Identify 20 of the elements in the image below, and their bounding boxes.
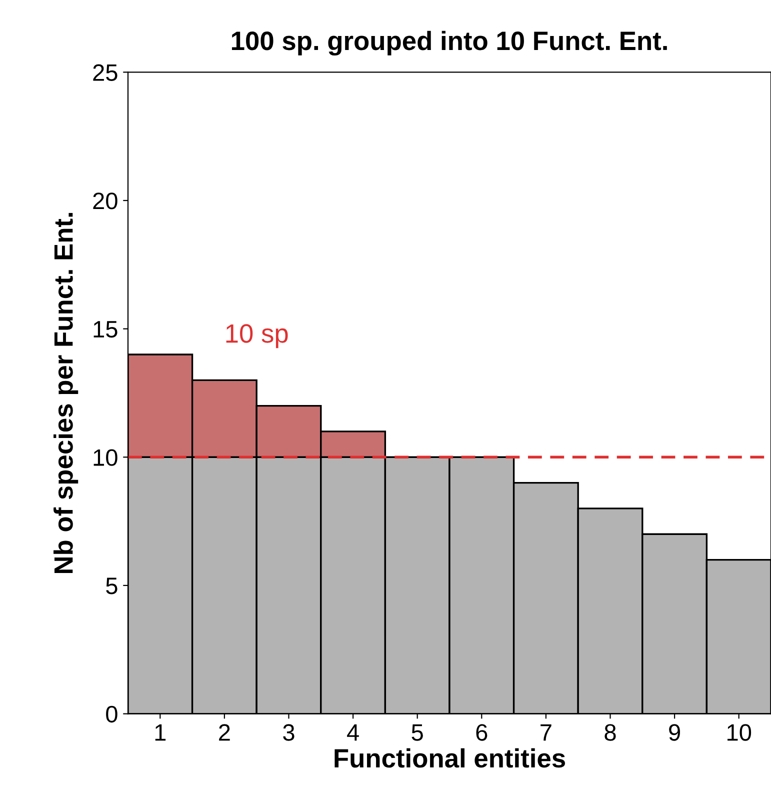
- y-tick-label: 20: [93, 192, 118, 210]
- y-tick-label: 15: [94, 321, 118, 338]
- x-tick-label: 2: [219, 724, 230, 741]
- annotation: 10 sp: [226, 324, 288, 348]
- chart-title: 100 sp. grouped into 10 Funct. Ent.: [232, 30, 667, 56]
- y-tick-label: 25: [93, 64, 118, 81]
- x-tick-label: 7: [540, 724, 552, 741]
- y-tick-label: 5: [106, 578, 118, 594]
- x-tick-label: 5: [412, 724, 423, 741]
- x-tick-label: 9: [669, 724, 680, 741]
- x-tick-label: 4: [347, 724, 359, 741]
- y-tick-label: 0: [106, 706, 118, 723]
- x-tick-label: 1: [155, 724, 166, 741]
- x-tick-label: 3: [283, 724, 294, 741]
- x-axis-title: Functional entities: [334, 748, 565, 768]
- x-tick-label: 6: [476, 724, 488, 741]
- x-tick-label: 10: [728, 724, 752, 741]
- y-axis-title: Nb of species per Funct. Ent.: [54, 212, 78, 574]
- y-tick-label: 10: [94, 449, 118, 466]
- x-tick-label: 8: [604, 724, 616, 741]
